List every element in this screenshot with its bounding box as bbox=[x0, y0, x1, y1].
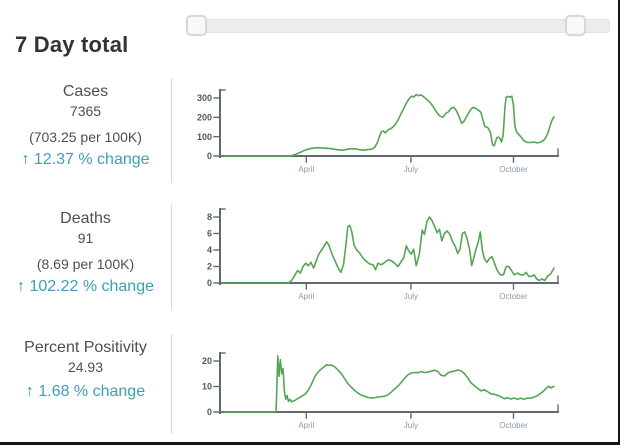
date-range-slider-right-handle[interactable] bbox=[565, 15, 586, 36]
deaths-percent-change: ↑ 102.22 % change bbox=[17, 277, 154, 296]
svg-text:6: 6 bbox=[207, 229, 212, 239]
percent-positivity-chart-wrap: 0 10 20 April July October bbox=[172, 334, 568, 434]
svg-text:100: 100 bbox=[197, 132, 212, 142]
svg-text:July: July bbox=[404, 292, 418, 301]
svg-text:200: 200 bbox=[197, 113, 212, 123]
svg-text:July: July bbox=[404, 421, 418, 430]
page-title: 7 Day total bbox=[15, 32, 129, 57]
cases-percent-change: ↑ 12.37 % change bbox=[21, 150, 149, 169]
deaths-per-capita: (8.69 per 100K) bbox=[36, 255, 135, 272]
deaths-row: Deaths 91 (8.69 per 100K) ↑ 102.22 % cha… bbox=[0, 205, 616, 309]
cases-value: 7365 bbox=[69, 103, 102, 120]
svg-text:8: 8 bbox=[207, 212, 212, 222]
svg-text:4: 4 bbox=[207, 245, 212, 255]
svg-text:October: October bbox=[499, 421, 528, 430]
svg-text:October: October bbox=[499, 165, 528, 174]
deaths-value: 91 bbox=[77, 230, 94, 247]
deaths-label: Deaths bbox=[60, 210, 111, 227]
cases-chart-wrap: 0 100 200 300 April July October bbox=[172, 78, 568, 183]
percent-positivity-row: Percent Positivity 24.93 ↑ 1.68 % change… bbox=[0, 334, 616, 434]
deaths-sparkline-chart: 0 2 4 6 8 April July October bbox=[207, 208, 559, 301]
cases-row: Cases 7365 (703.25 per 100K) ↑ 12.37 % c… bbox=[0, 78, 616, 183]
svg-text:300: 300 bbox=[197, 93, 212, 103]
cases-change-text: 12.37 % change bbox=[33, 150, 150, 168]
deaths-change-text: 102.22 % change bbox=[29, 277, 154, 295]
svg-text:April: April bbox=[298, 292, 314, 301]
svg-text:April: April bbox=[298, 165, 314, 174]
deaths-chart-wrap: 0 2 4 6 8 April July October bbox=[172, 205, 568, 309]
up-arrow-icon: ↑ bbox=[17, 277, 25, 295]
percent-positivity-change-text: 1.68 % change bbox=[38, 382, 146, 400]
date-range-slider-left-handle[interactable] bbox=[186, 15, 207, 36]
svg-text:2: 2 bbox=[207, 262, 212, 272]
svg-text:July: July bbox=[404, 165, 418, 174]
svg-text:April: April bbox=[298, 421, 314, 430]
date-range-slider-track[interactable] bbox=[190, 19, 610, 33]
percent-positivity-label: Percent Positivity bbox=[24, 339, 147, 356]
cases-label: Cases bbox=[62, 83, 109, 100]
deaths-metric-block: Deaths 91 (8.69 per 100K) ↑ 102.22 % cha… bbox=[0, 205, 172, 309]
cases-per-capita: (703.25 per 100K) bbox=[29, 128, 142, 145]
up-arrow-icon: ↑ bbox=[25, 382, 34, 400]
cases-metric-block: Cases 7365 (703.25 per 100K) ↑ 12.37 % c… bbox=[0, 78, 172, 183]
percent-positivity-sparkline-chart: 0 10 20 April July October bbox=[202, 352, 559, 430]
svg-text:0: 0 bbox=[207, 151, 212, 161]
percent-positivity-metric-block: Percent Positivity 24.93 ↑ 1.68 % change bbox=[0, 334, 172, 434]
svg-text:10: 10 bbox=[202, 382, 212, 392]
svg-text:20: 20 bbox=[202, 356, 212, 366]
percent-positivity-value: 24.93 bbox=[67, 359, 104, 376]
svg-text:0: 0 bbox=[207, 278, 212, 288]
up-arrow-icon: ↑ bbox=[21, 150, 30, 168]
percent-positivity-percent-change: ↑ 1.68 % change bbox=[26, 382, 145, 401]
cases-sparkline-chart: 0 100 200 300 April July October bbox=[197, 89, 559, 174]
svg-text:October: October bbox=[499, 292, 528, 301]
svg-text:0: 0 bbox=[207, 407, 212, 417]
